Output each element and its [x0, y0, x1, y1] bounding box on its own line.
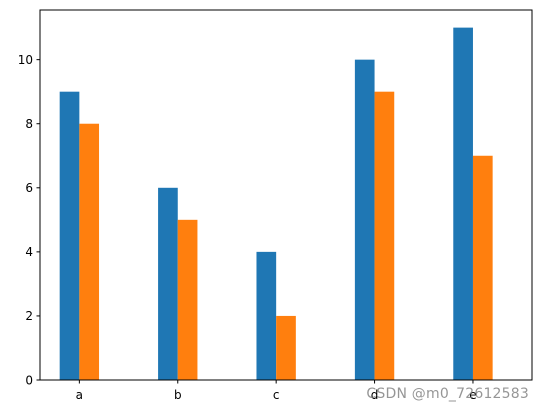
bar-series2-c [276, 315, 296, 380]
plot-frame [39, 9, 533, 381]
bar-series1-e [453, 27, 473, 380]
bar-series2-b [177, 219, 198, 380]
y-axis: 0 2 4 6 8 10 [18, 53, 40, 387]
bar-series2-d [374, 91, 395, 381]
bar-series2-a [79, 123, 100, 380]
x-tick-label-b: b [174, 388, 182, 402]
y-tick-label-10: 10 [18, 53, 33, 67]
bars-group [59, 27, 493, 381]
x-tick-label-c: c [273, 388, 280, 402]
y-tick-label-2: 2 [25, 309, 33, 323]
y-tick-label-8: 8 [25, 117, 33, 131]
bar-series1-d [354, 59, 375, 380]
bar-series1-b [158, 187, 178, 380]
y-tick-label-4: 4 [25, 245, 33, 259]
y-tick-label-6: 6 [25, 181, 33, 195]
bar-series1-a [59, 91, 80, 381]
bar-series1-c [256, 251, 277, 380]
x-tick-label-a: a [76, 388, 83, 402]
y-tick-label-0: 0 [25, 373, 33, 387]
bar-series2-e [472, 155, 493, 380]
x-axis: a b c d e [76, 380, 477, 402]
watermark: CSDN @m0_72612583 [366, 386, 529, 402]
x-tick-label-d: d [371, 388, 379, 402]
x-tick-label-e: e [469, 388, 476, 402]
